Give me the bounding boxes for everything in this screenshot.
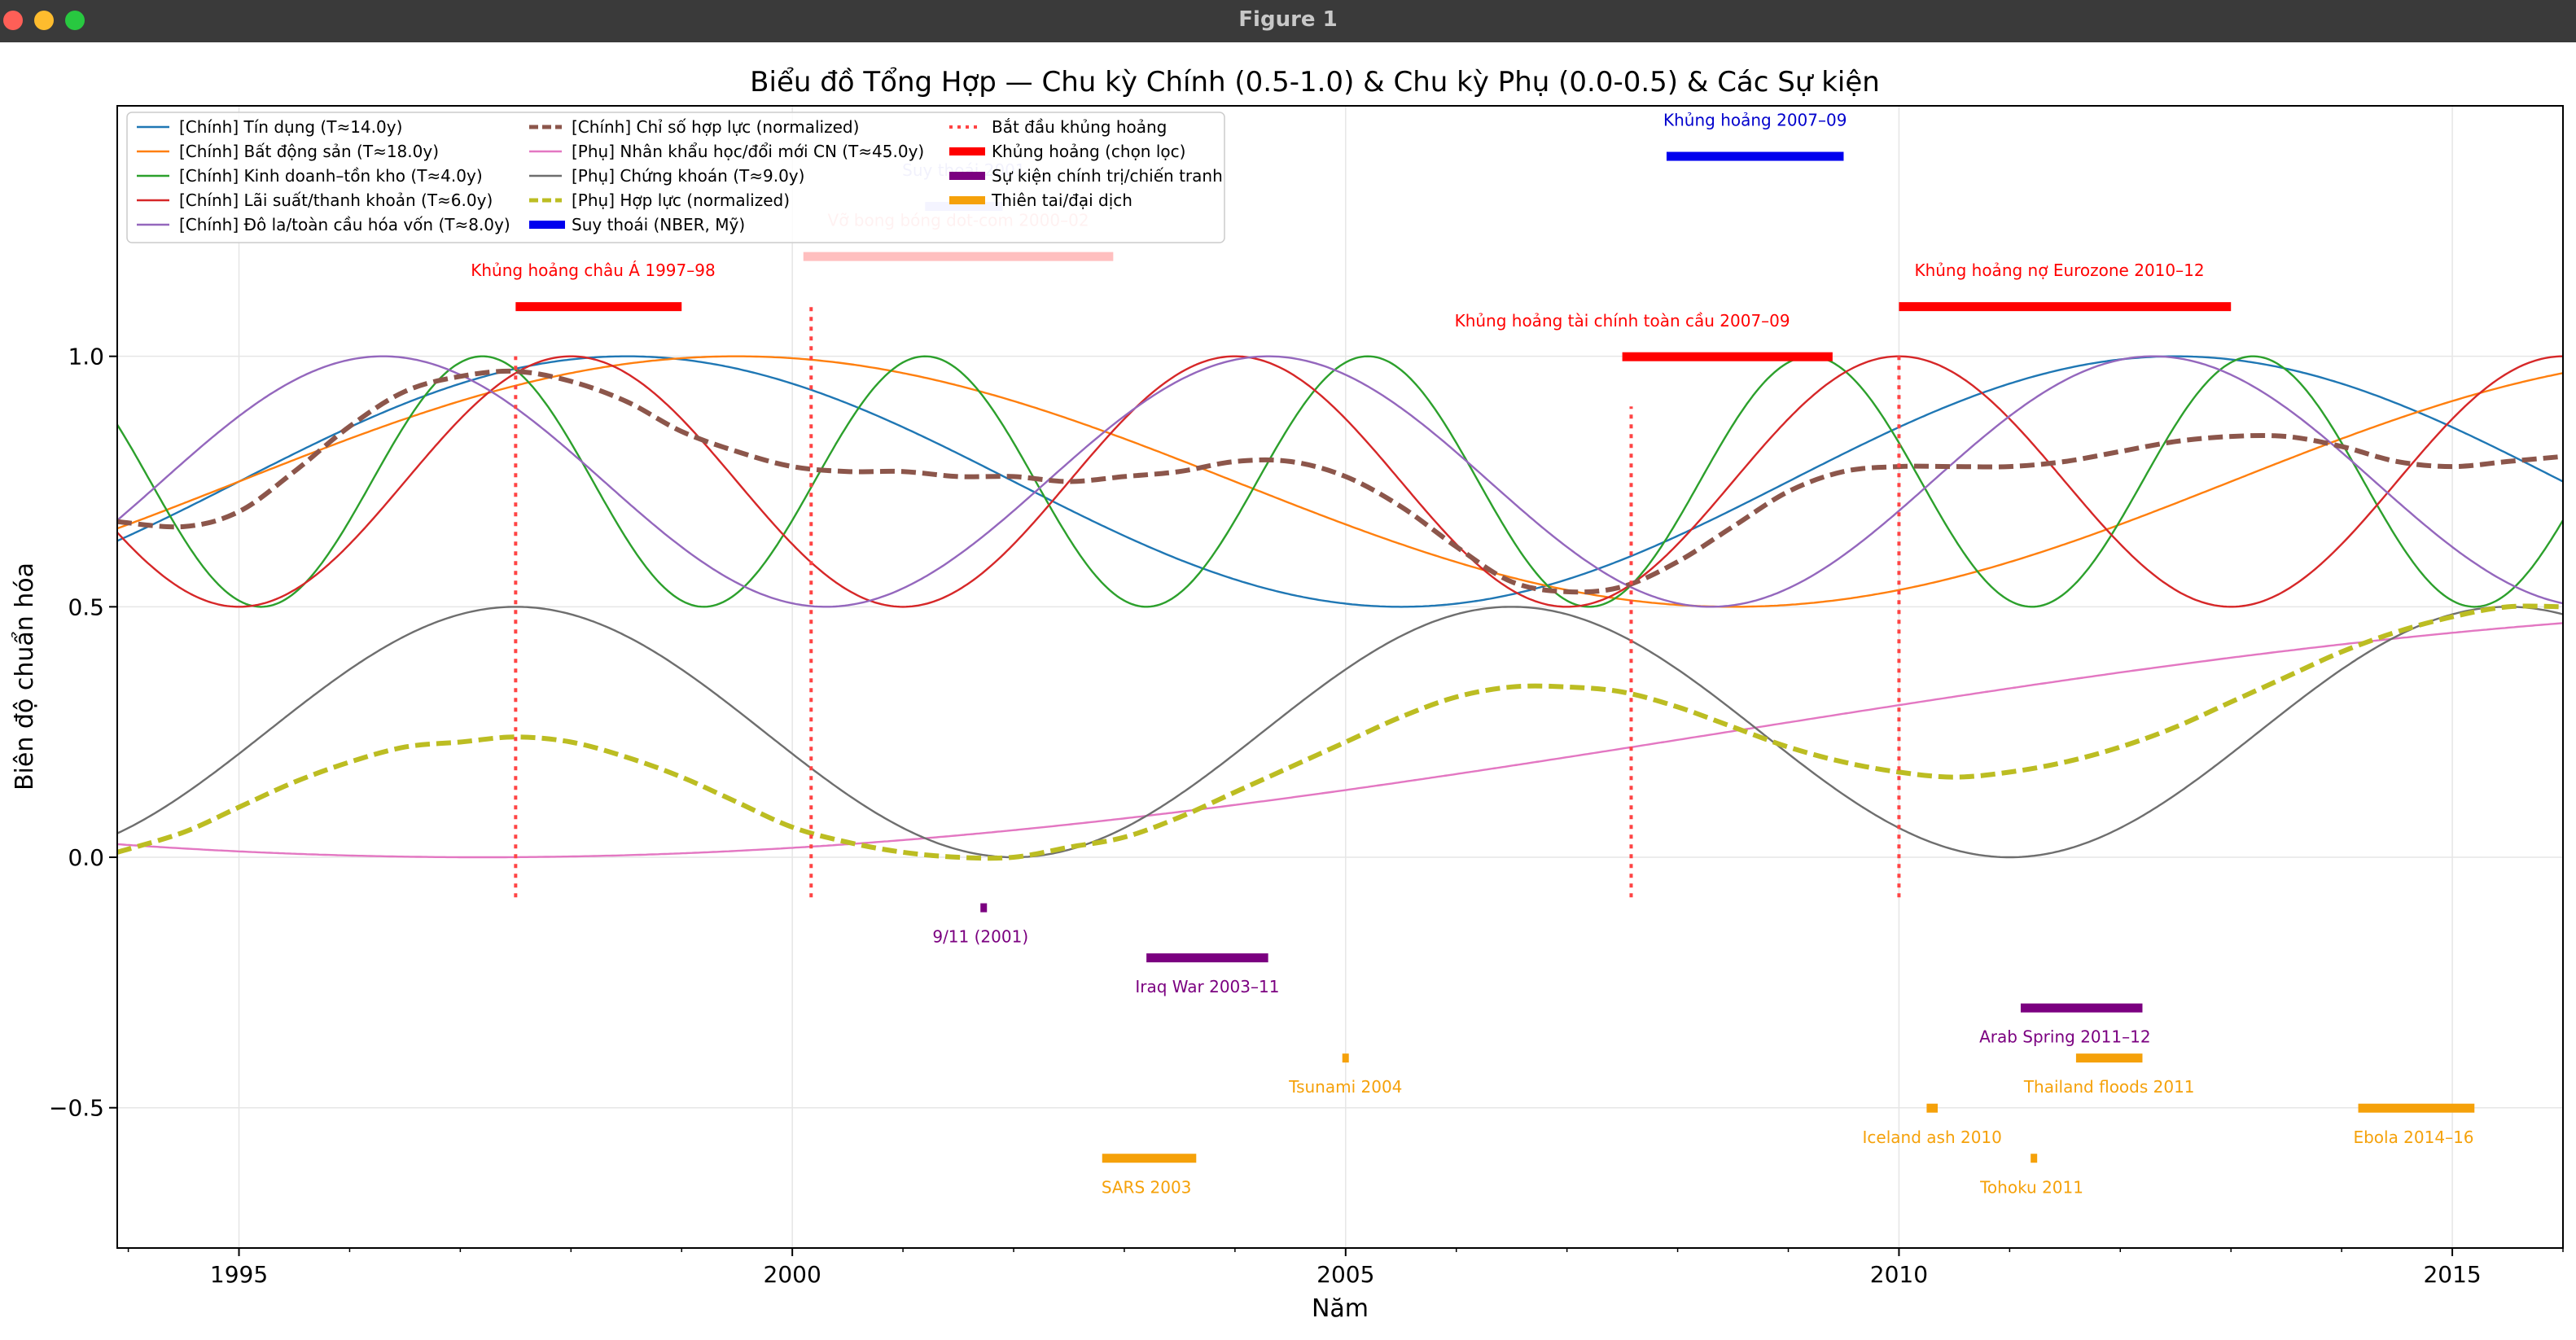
event-bar [515, 302, 682, 312]
legend-label: Suy thoái (NBER, Mỹ) [572, 215, 745, 234]
y-tick-label: 0.5 [68, 593, 104, 620]
event-bar [2020, 1003, 2143, 1013]
plot-frame [116, 105, 2564, 1249]
legend-swatch [949, 172, 985, 180]
event-bar [1342, 1053, 1349, 1063]
axes: 1995 2000 2005 2010 2015 −0.5 0.0 0.5 1.0 [49, 344, 2564, 1288]
legend-swatch [949, 147, 985, 155]
close-window-button[interactable] [3, 11, 23, 30]
legend: [Chính] Tín dụng (T≈14.0y) [Chính] Bất độ… [126, 112, 1225, 243]
event-label: Arab Spring 2011–12 [1979, 1027, 2150, 1047]
event-label: 9/11 (2001) [932, 927, 1028, 947]
x-tick-label: 2010 [1870, 1261, 1928, 1288]
series-line [117, 355, 2563, 608]
event-label: Tsunami 2004 [1288, 1077, 1402, 1097]
event-bar [1102, 1154, 1197, 1163]
legend-label: [Chính] Bất động sản (T≈18.0y) [179, 142, 439, 161]
legend-label: Sự kiện chính trị/chiến tranh [992, 166, 1223, 186]
y-axis-label: Biên độ chuẩn hóa [10, 563, 39, 790]
event-label: Thailand floods 2011 [2023, 1077, 2195, 1097]
event-bar [1146, 953, 1268, 963]
event-bar [1899, 302, 2232, 312]
window-title: Figure 1 [1238, 7, 1338, 32]
y-tick-label: −0.5 [49, 1095, 104, 1122]
x-tick-label: 2005 [1316, 1261, 1374, 1288]
minimize-window-button[interactable] [34, 11, 54, 30]
legend-label: [Chính] Lãi suất/thanh khoản (T≈6.0y) [179, 190, 493, 210]
series-line [117, 368, 2563, 595]
legend-label: Khủng hoảng (chọn lọc) [992, 142, 1185, 161]
event-label: Ebola 2014–16 [2353, 1128, 2473, 1147]
event-bar [1622, 352, 1833, 361]
legend-label: [Phụ] Nhân khẩu học/đổi mới CN (T≈45.0y) [572, 142, 924, 161]
chart-title: Biểu đồ Tổng Hợp — Chu kỳ Chính (0.5-1.0… [750, 66, 1880, 99]
event-bar [803, 252, 1114, 261]
event-label: Tohoku 2011 [1979, 1177, 2083, 1197]
event-bar [1666, 151, 1844, 161]
y-tick-label: 0.0 [68, 844, 104, 871]
legend-box [126, 112, 1225, 243]
event-label: Khủng hoảng châu Á 1997–98 [471, 261, 715, 280]
event-bar [980, 903, 988, 913]
series-line [117, 603, 2563, 861]
event-bar [2358, 1103, 2475, 1113]
maximize-window-button[interactable] [65, 11, 85, 30]
event-bar [1926, 1103, 1939, 1113]
series-line [117, 622, 2563, 859]
legend-label: [Chính] Kinh doanh–tồn kho (T≈4.0y) [179, 166, 483, 186]
event-bar [2031, 1154, 2038, 1163]
series-line [117, 606, 2563, 859]
event-label: Iraq War 2003–11 [1135, 977, 1279, 996]
legend-label: [Phụ] Hợp lực (normalized) [572, 190, 790, 210]
legend-label: [Chính] Đô la/toàn cầu hóa vốn (T≈8.0y) [179, 215, 510, 234]
event-label: Khủng hoảng nợ Eurozone 2010–12 [1914, 261, 2204, 280]
x-tick-label: 2015 [2423, 1261, 2481, 1288]
event-label: SARS 2003 [1102, 1177, 1192, 1197]
series-line [117, 355, 2563, 608]
event-label: Khủng hoảng 2007–09 [1663, 111, 1847, 130]
window-titlebar: Figure 1 [0, 0, 2576, 43]
x-tick-label: 1995 [210, 1261, 268, 1288]
x-axis-label: Năm [1312, 1294, 1369, 1323]
series-line [117, 355, 2563, 608]
event-label: Khủng hoảng tài chính toàn cầu 2007–09 [1455, 311, 1790, 331]
event-label: Iceland ash 2010 [1863, 1128, 2002, 1147]
series-line [117, 355, 2563, 608]
event-bar [2075, 1053, 2143, 1063]
x-tick-label: 2000 [764, 1261, 821, 1288]
legend-label: Thiên tai/đại dịch [991, 190, 1132, 210]
legend-swatch [949, 196, 985, 204]
legend-label: [Phụ] Chứng khoán (T≈9.0y) [572, 166, 804, 186]
y-tick-label: 1.0 [68, 344, 104, 370]
legend-label: [Chính] Tín dụng (T≈14.0y) [179, 117, 402, 137]
legend-label: Bắt đầu khủng hoảng [992, 117, 1167, 137]
figure-canvas: Biểu đồ Tổng Hợp — Chu kỳ Chính (0.5-1.0… [0, 42, 2576, 1340]
legend-swatch [529, 221, 565, 229]
legend-label: [Chính] Chỉ số hợp lực (normalized) [572, 117, 859, 137]
